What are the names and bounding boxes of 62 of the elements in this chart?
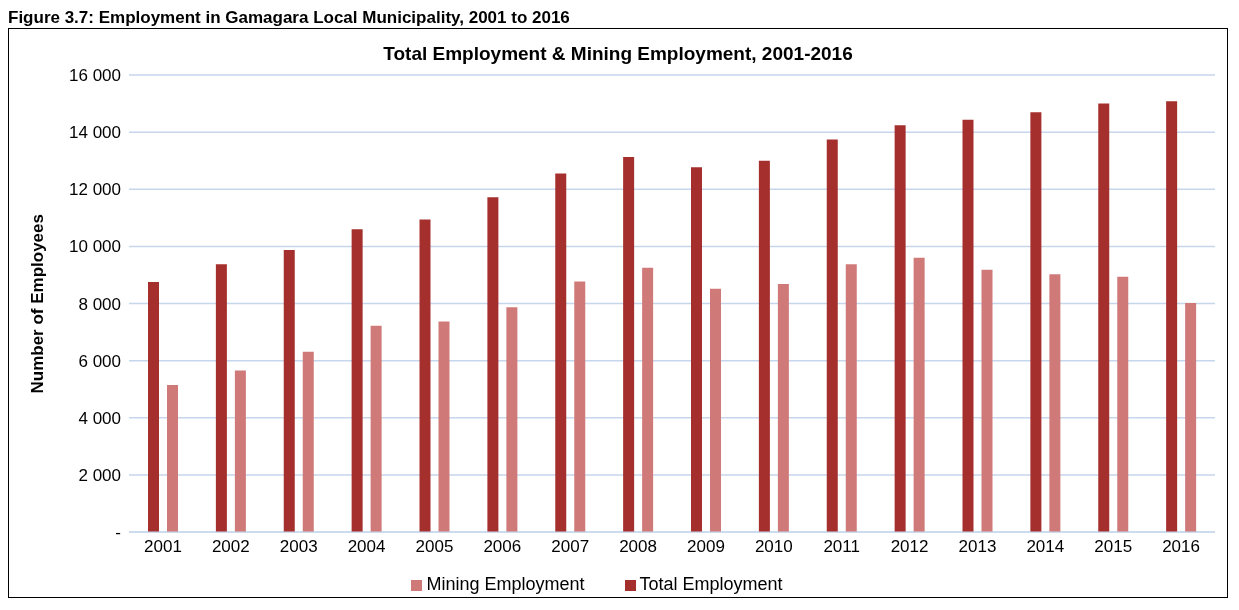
- bar: [623, 156, 635, 532]
- x-tick-label: 2003: [279, 537, 318, 557]
- bar: [913, 257, 925, 532]
- bar: [302, 351, 314, 532]
- y-tick-label: 10 000: [69, 237, 121, 257]
- x-tick-label: 2013: [958, 537, 997, 557]
- y-tick-label: 16 000: [69, 66, 121, 86]
- bar: [419, 219, 431, 532]
- y-tick-label: -: [115, 523, 121, 543]
- y-tick-label: 4 000: [78, 408, 121, 428]
- bar: [710, 288, 722, 532]
- x-tick-label: 2011: [823, 537, 860, 557]
- x-tick-label: 2014: [1026, 537, 1065, 557]
- y-tick-label: 6 000: [78, 351, 121, 371]
- bar: [438, 321, 450, 532]
- bar: [1117, 276, 1129, 532]
- bar: [826, 139, 838, 532]
- bar: [148, 282, 160, 532]
- bar: [691, 167, 703, 532]
- x-tick-label: 2005: [415, 537, 454, 557]
- bar: [1049, 274, 1061, 532]
- bar: [777, 284, 789, 532]
- bar: [962, 119, 974, 532]
- y-tick-label: 12 000: [69, 180, 121, 200]
- bar: [487, 197, 499, 532]
- x-tick-label: 2015: [1094, 537, 1133, 557]
- x-tick-label: 2008: [619, 537, 657, 557]
- bar: [574, 281, 586, 532]
- bar: [351, 229, 363, 532]
- bar: [215, 264, 227, 532]
- x-tick-label: 2009: [687, 537, 725, 557]
- x-tick-label: 2006: [483, 537, 522, 557]
- x-tick-label: 2012: [890, 537, 929, 557]
- bar: [1185, 302, 1197, 532]
- bar: [1098, 103, 1110, 532]
- y-tick-label: 8 000: [78, 294, 121, 314]
- bar: [506, 307, 518, 532]
- bar: [555, 173, 567, 532]
- legend-label: Total Employment: [639, 574, 783, 594]
- x-tick-label: 2002: [211, 537, 250, 557]
- bar: [283, 250, 295, 532]
- bar: [1166, 101, 1178, 532]
- bar: [758, 160, 770, 532]
- bar: [234, 370, 246, 532]
- y-tick-label: 2 000: [78, 465, 121, 485]
- x-tick-label: 2016: [1162, 537, 1200, 557]
- bar: [981, 269, 993, 532]
- x-tick-label: 2001: [144, 537, 182, 557]
- x-tick-label: 2004: [347, 537, 386, 557]
- bar: [370, 325, 382, 532]
- y-axis-title: Number of Employees: [28, 214, 48, 394]
- legend-label: Mining Employment: [426, 574, 585, 594]
- x-tick-label: 2010: [754, 537, 793, 557]
- bar: [845, 264, 857, 532]
- y-tick-label: 14 000: [69, 123, 121, 143]
- bar: [642, 267, 654, 532]
- bar: [894, 125, 906, 532]
- bar: [167, 384, 179, 532]
- x-tick-label: 2007: [551, 537, 590, 557]
- caption: Figure 3.7: Employment in Gamagara Local Municipality, 2001 to 2016: [8, 8, 571, 28]
- chart-title: Total Employment & Mining Employment, 2001-2016: [382, 43, 854, 65]
- bar: [1030, 112, 1042, 532]
